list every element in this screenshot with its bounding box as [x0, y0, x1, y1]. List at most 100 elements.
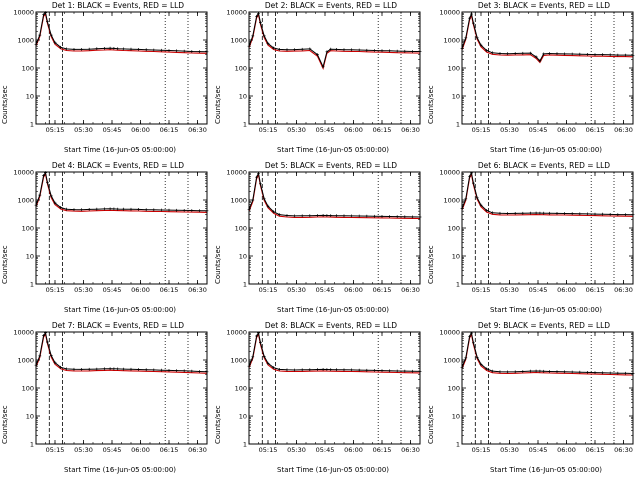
lld-series	[248, 13, 421, 71]
x-tick-label: 05:15	[472, 286, 491, 294]
subplot-title: Det 6: BLACK = Events, RED = LLD	[477, 161, 611, 170]
subplot-det-6: Det 6: BLACK = Events, RED = LLD Counts/…	[426, 160, 639, 320]
x-tick-label: 06:30	[188, 446, 207, 454]
subplot-det-5: Det 5: BLACK = Events, RED = LLD Counts/…	[213, 160, 426, 320]
x-tick-label: 05:30	[74, 126, 93, 134]
x-tick-label: 06:00	[131, 446, 150, 454]
y-tick-label: 100	[448, 224, 460, 232]
x-tick-label: 06:15	[373, 446, 392, 454]
axes-box	[35, 171, 208, 285]
x-tick-label: 06:00	[131, 286, 150, 294]
x-tick-label: 05:30	[287, 446, 306, 454]
events-series	[248, 171, 421, 218]
x-tick-label: 05:45	[316, 446, 335, 454]
x-tick-label: 06:15	[160, 286, 179, 294]
subplot-det-1: Det 1: BLACK = Events, RED = LLD Counts/…	[0, 0, 213, 160]
x-tick-label: 05:15	[46, 286, 65, 294]
lld-series	[248, 332, 421, 374]
y-tick-label: 1000	[17, 356, 34, 364]
subplot-canvas: 1 10 100 1000 10000 05:15 05:30 05:45 06:00 06:15…	[226, 328, 422, 454]
y-tick-label: 100	[448, 64, 460, 72]
y-tick-label: 10000	[439, 168, 460, 176]
y-tick-label: 1	[30, 440, 34, 448]
y-tick-label: 1	[30, 120, 34, 128]
y-tick-label: 1000	[443, 196, 460, 204]
x-tick-label: 06:00	[557, 286, 576, 294]
subplot-det-3: Det 3: BLACK = Events, RED = LLD Counts/…	[426, 0, 639, 160]
subplot-det-9: Det 9: BLACK = Events, RED = LLD Counts/…	[426, 320, 639, 480]
events-markers	[460, 171, 635, 217]
x-tick-label: 06:15	[160, 126, 179, 134]
x-tick-label: 05:45	[529, 126, 548, 134]
y-tick-label: 10	[452, 92, 460, 100]
y-tick-label: 1000	[17, 36, 34, 44]
x-tick-label: 06:00	[344, 286, 363, 294]
y-tick-label: 10	[239, 252, 247, 260]
y-tick-label: 1000	[230, 356, 247, 364]
x-tick-label: 06:30	[614, 126, 633, 134]
subplot-title: Det 3: BLACK = Events, RED = LLD	[477, 1, 611, 10]
y-tick-label: 10000	[226, 8, 247, 16]
subplot-canvas: 1 10 100 1000 10000 05:15 05:30 05:45 06:00 06:15…	[13, 8, 209, 134]
x-axis-label: Start Time (16-Jun-05 05:00:00)	[490, 306, 602, 314]
x-tick-label: 05:30	[74, 446, 93, 454]
y-tick-label: 1	[456, 120, 460, 128]
subplot-title: Det 5: BLACK = Events, RED = LLD	[264, 161, 398, 170]
subplot-title: Det 8: BLACK = Events, RED = LLD	[264, 321, 398, 330]
x-tick-label: 05:30	[500, 126, 519, 134]
x-tick-label: 05:45	[316, 126, 335, 134]
subplot-canvas: 1 10 100 1000 10000 05:15 05:30 05:45 06:00 06:15…	[439, 168, 635, 294]
events-series	[248, 11, 420, 69]
x-tick-label: 05:45	[529, 286, 548, 294]
y-tick-label: 10000	[13, 328, 34, 336]
events-series	[35, 11, 208, 53]
events-markers	[460, 331, 635, 375]
x-tick-label: 05:45	[529, 446, 548, 454]
x-tick-label: 05:45	[103, 126, 122, 134]
subplot-title: Det 4: BLACK = Events, RED = LLD	[51, 161, 185, 170]
y-tick-label: 10	[26, 252, 34, 260]
y-tick-label: 100	[235, 64, 247, 72]
subplot-canvas: 1 10 100 1000 10000 05:15 05:30 05:45 06:00 06:15…	[439, 8, 635, 134]
axes-box	[461, 331, 634, 445]
events-markers	[34, 171, 209, 213]
events-series	[248, 331, 421, 372]
events-series	[461, 12, 634, 62]
y-tick-label: 10	[239, 92, 247, 100]
x-tick-label: 06:00	[344, 126, 363, 134]
events-series	[461, 171, 634, 216]
x-axis-label: Start Time (16-Jun-05 05:00:00)	[490, 146, 602, 154]
axes-box	[461, 171, 634, 285]
x-tick-label: 05:15	[259, 126, 278, 134]
subplot-title: Det 1: BLACK = Events, RED = LLD	[51, 1, 185, 10]
x-tick-label: 06:00	[131, 126, 150, 134]
y-tick-label: 10000	[439, 328, 460, 336]
y-tick-label: 100	[448, 384, 460, 392]
x-tick-label: 06:30	[614, 446, 633, 454]
axes-box	[248, 11, 421, 125]
x-tick-label: 06:30	[188, 126, 207, 134]
x-axis-label: Start Time (16-Jun-05 05:00:00)	[490, 466, 602, 474]
subplot-det-7: Det 7: BLACK = Events, RED = LLD Counts/…	[0, 320, 213, 480]
lld-series	[35, 172, 208, 213]
x-tick-label: 05:15	[472, 126, 491, 134]
axes-box	[35, 11, 208, 125]
x-tick-label: 05:15	[46, 446, 65, 454]
y-tick-label: 10	[452, 412, 460, 420]
subplot-canvas: 1 10 100 1000 10000 05:15 05:30 05:45 06:00 06:15…	[13, 328, 209, 454]
lld-series	[461, 13, 634, 64]
x-tick-label: 05:15	[259, 286, 278, 294]
axes-box	[461, 11, 634, 125]
subplot-title: Det 7: BLACK = Events, RED = LLD	[51, 321, 185, 330]
y-tick-label: 10000	[439, 8, 460, 16]
y-tick-label: 1	[243, 120, 247, 128]
y-tick-label: 100	[235, 384, 247, 392]
x-tick-label: 06:15	[586, 446, 605, 454]
x-tick-label: 05:30	[287, 126, 306, 134]
x-tick-label: 05:30	[287, 286, 306, 294]
y-tick-label: 100	[22, 384, 34, 392]
x-tick-label: 06:00	[557, 446, 576, 454]
subplot-det-8: Det 8: BLACK = Events, RED = LLD Counts/…	[213, 320, 426, 480]
y-tick-label: 1000	[17, 196, 34, 204]
subplot-det-2: Det 2: BLACK = Events, RED = LLD Counts/…	[213, 0, 426, 160]
